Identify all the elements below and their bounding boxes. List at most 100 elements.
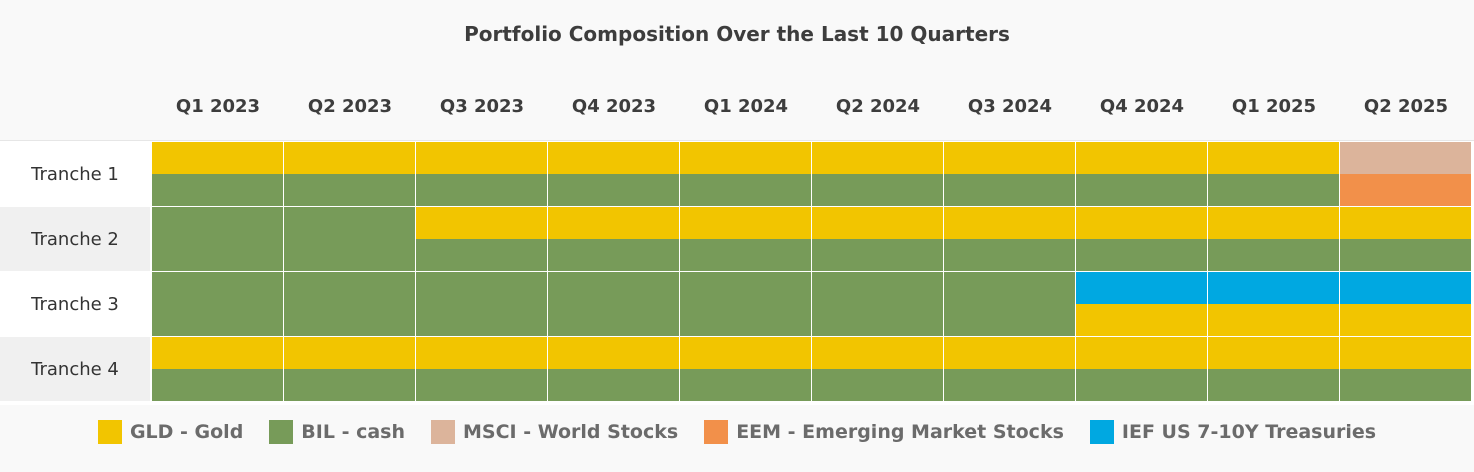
cell-segment-gld [1076,304,1207,336]
cell-segment-bil [680,369,811,401]
cell-segment-bil [1076,239,1207,271]
cell-segment-bil [284,174,415,206]
heatmap-cell [284,142,415,206]
cell-segment-gld [944,142,1075,174]
heatmap-cell [1208,337,1339,401]
chart-title: Portfolio Composition Over the Last 10 Q… [464,22,1010,46]
legend-swatch [1089,420,1114,444]
heatmap-cell [548,207,679,271]
heatmap-cell [1076,337,1207,401]
column-header: Q2 2025 [1363,96,1449,117]
cell-segment-bil [152,272,283,336]
heatmap-cell [944,337,1075,401]
heatmap-cell [284,272,415,336]
column-header: Q2 2024 [835,96,921,117]
legend-swatch [97,420,122,444]
heatmap-cell [152,272,283,336]
cell-segment-bil [1340,239,1471,271]
cell-segment-bil [284,369,415,401]
heatmap-cell [812,272,943,336]
cell-segment-bil [944,272,1075,336]
cell-segment-gld [416,207,547,239]
cell-segment-bil [548,174,679,206]
heatmap-cell [1208,142,1339,206]
cell-segment-bil [944,174,1075,206]
legend-item: MSCI - World Stocks [431,420,678,444]
row-label: Tranche 4 [0,337,150,401]
heatmap-cell [680,142,811,206]
heatmap-cell [1076,142,1207,206]
heatmap-cell [680,337,811,401]
cell-segment-gld [1076,337,1207,369]
cell-segment-gld [548,337,679,369]
cell-segment-gld [152,337,283,369]
cell-segment-bil [1076,174,1207,206]
cell-segment-gld [680,142,811,174]
heatmap-cell [1076,207,1207,271]
cell-segment-bil [1076,369,1207,401]
heatmap-cell [416,337,547,401]
cell-segment-bil [152,369,283,401]
legend-swatch [704,420,729,444]
cell-segment-bil [152,207,283,271]
cell-segment-bil [152,174,283,206]
cell-segment-bil [548,369,679,401]
cell-segment-gld [152,142,283,174]
cell-segment-gld [812,142,943,174]
legend-item: GLD - Gold [97,420,244,444]
legend-label: MSCI - World Stocks [463,421,679,443]
heatmap-cell [152,207,283,271]
cell-segment-bil [416,272,547,336]
column-header: Q3 2024 [967,96,1053,117]
cell-segment-bil [1340,369,1471,401]
heatmap-cell [1208,207,1339,271]
heatmap-cell [152,337,283,401]
row-label: Tranche 1 [31,163,119,185]
heatmap-cell [1340,272,1471,336]
legend-label: BIL - cash [301,421,405,443]
cell-segment-gld [284,337,415,369]
column-header: Q1 2023 [175,96,261,117]
cell-segment-bil [944,369,1075,401]
cell-segment-gld [1208,142,1339,174]
cell-segment-gld [1208,207,1339,239]
column-header: Q3 2023 [439,96,525,117]
heatmap-cell [416,142,547,206]
cell-segment-gld [1340,304,1471,336]
cell-segment-gld [680,337,811,369]
cell-segment-msci [1340,142,1471,174]
column-header: Q2 2023 [307,96,393,117]
heatmap-cell [548,337,679,401]
cell-segment-bil [1208,369,1339,401]
cell-segment-gld [944,337,1075,369]
cell-segment-gld [812,207,943,239]
row-label: Tranche 2 [0,207,150,271]
cell-segment-bil [1208,239,1339,271]
legend-label: IEF US 7-10Y Treasuries [1121,421,1377,443]
cell-segment-bil [944,239,1075,271]
cell-segment-gld [944,207,1075,239]
cell-segment-gld [284,142,415,174]
cell-segment-ief [1340,272,1471,304]
cell-segment-bil [284,207,415,271]
cell-segment-bil [812,272,943,336]
legend-swatch [431,420,455,444]
cell-segment-bil [416,369,547,401]
cell-segment-bil [680,272,811,336]
cell-segment-gld [680,207,811,239]
heatmap-cell [812,337,943,401]
heatmap-cell [548,142,679,206]
cell-segment-bil [812,369,943,401]
legend-item: EEM - Emerging Market Stocks [704,420,1064,444]
heatmap-cell [416,207,547,271]
legend-label: EEM - Emerging Market Stocks [736,421,1064,443]
column-header: Q4 2023 [571,96,657,117]
legend-label: GLD - Gold [129,421,244,443]
cell-segment-bil [548,239,679,271]
heatmap-cell [944,207,1075,271]
cell-segment-gld [1340,207,1471,239]
heatmap-cell [284,207,415,271]
heatmap-cell [152,142,283,206]
heatmap-cell [1076,272,1207,336]
cell-segment-gld [1208,337,1339,369]
